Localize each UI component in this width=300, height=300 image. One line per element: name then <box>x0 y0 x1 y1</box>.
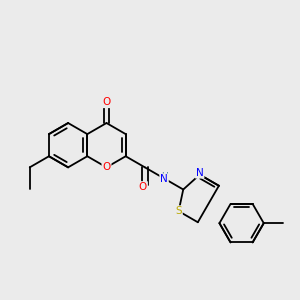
Text: N: N <box>160 174 168 184</box>
Text: S: S <box>175 206 182 216</box>
Text: H: H <box>161 172 167 181</box>
Text: O: O <box>102 162 111 172</box>
Text: O: O <box>102 97 111 107</box>
Text: O: O <box>139 182 147 192</box>
Text: N: N <box>196 168 204 178</box>
